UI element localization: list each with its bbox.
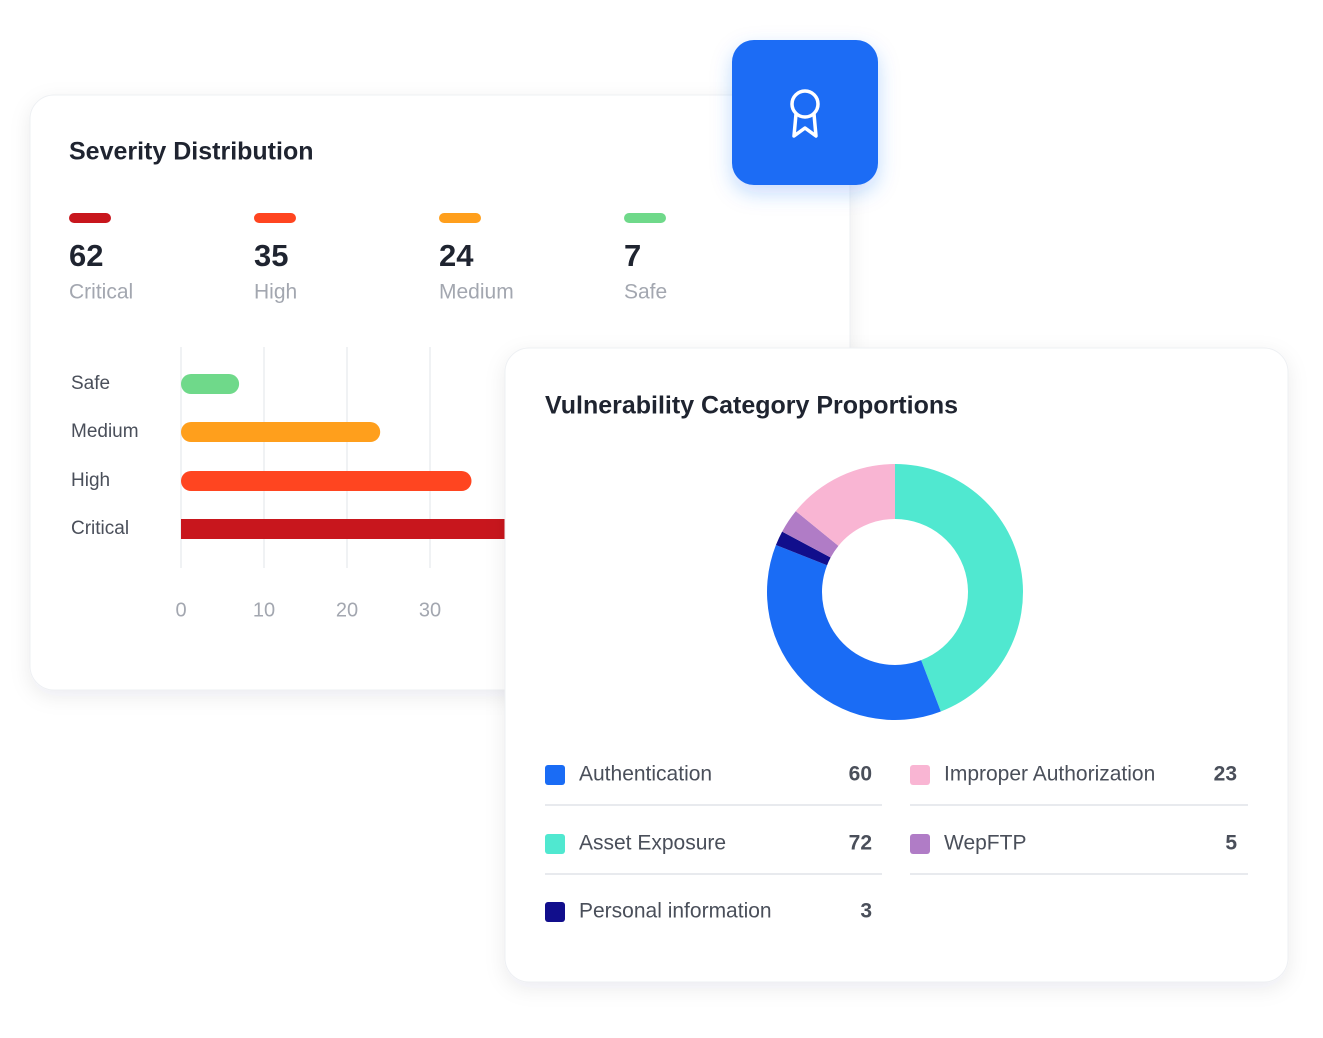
badge-background (732, 40, 878, 185)
severity-count: 24 (439, 238, 474, 273)
card-title: Vulnerability Category Proportions (545, 392, 958, 420)
donut-slice (775, 531, 831, 566)
award-badge (732, 40, 878, 185)
severity-count: 62 (69, 238, 103, 273)
legend-label: WepFTP (944, 832, 1026, 855)
legend-value: 60 (849, 763, 872, 786)
legend-swatch (545, 834, 565, 854)
bar (181, 374, 240, 394)
severity-swatch (439, 213, 481, 223)
bar (181, 422, 381, 442)
legend-swatch (545, 902, 565, 922)
legend-label: Improper Authorization (944, 763, 1155, 786)
severity-count: 35 (254, 238, 288, 273)
y-tick-label: Critical (71, 518, 129, 539)
legend-label: Authentication (579, 763, 712, 786)
legend-swatch (910, 834, 930, 854)
x-tick-label: 30 (419, 599, 441, 621)
legend-value: 72 (849, 832, 872, 855)
y-tick-label: Safe (71, 373, 110, 394)
legend-value: 5 (1225, 832, 1237, 855)
y-tick-label: Medium (71, 421, 139, 442)
x-tick-label: 0 (175, 599, 186, 621)
bar (181, 471, 472, 491)
severity-count: 7 (624, 238, 641, 273)
donut-slice (782, 511, 839, 558)
severity-label: Safe (624, 281, 667, 304)
category-card: Vulnerability Category Proportions Asset… (504, 347, 1289, 983)
donut-slice (767, 545, 941, 720)
severity-label: Critical (69, 281, 133, 304)
donut-slice (795, 464, 895, 546)
severity-swatch (624, 213, 666, 223)
legend-swatch (545, 765, 565, 785)
severity-label: Medium (439, 281, 514, 304)
award-icon (790, 89, 820, 138)
y-tick-label: High (71, 470, 110, 491)
severity-swatch (69, 213, 111, 223)
severity-swatch (254, 213, 296, 223)
legend-swatch (910, 765, 930, 785)
card-title: Severity Distribution (69, 138, 314, 166)
legend-value: 3 (860, 900, 872, 923)
x-tick-label: 10 (253, 599, 275, 621)
legend-value: 23 (1214, 763, 1237, 786)
severity-label: High (254, 281, 297, 304)
legend-label: Personal information (579, 900, 772, 923)
legend-label: Asset Exposure (579, 832, 726, 855)
x-tick-label: 20 (336, 599, 358, 621)
donut-slice (895, 464, 1023, 712)
